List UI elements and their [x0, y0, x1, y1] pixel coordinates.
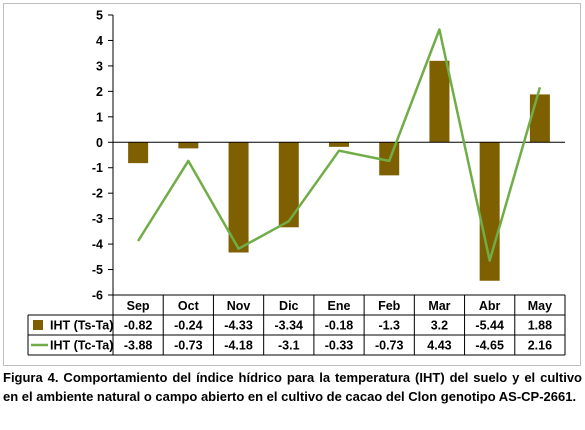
data-table-value: -1.3 [378, 319, 400, 333]
bar [429, 60, 450, 143]
data-table-value: 1.88 [528, 319, 552, 333]
y-tick-label: 4 [96, 34, 103, 48]
data-table-value: -4.18 [224, 339, 253, 353]
bar [529, 94, 550, 143]
y-tick-label: 5 [96, 9, 103, 23]
data-table-value: -5.44 [475, 319, 504, 333]
bar [178, 142, 199, 149]
data-table-value: -0.73 [174, 339, 203, 353]
figure-caption: Figura 4. Comportamiento del índice hídr… [3, 369, 582, 406]
data-table-value: 2.16 [528, 339, 552, 353]
x-category-label: Abr [479, 299, 501, 313]
y-tick-label: 1 [96, 110, 103, 124]
data-table-value: -3.1 [278, 339, 300, 353]
y-tick-label: 0 [96, 136, 103, 150]
data-table-value: -0.82 [124, 319, 153, 333]
data-table-value: -4.65 [475, 339, 504, 353]
x-category-label: Ene [328, 299, 351, 313]
bar [228, 142, 249, 253]
x-category-label: Mar [428, 299, 450, 313]
data-table-value: -0.73 [375, 339, 404, 353]
legend-series-name: IHT (Ts-Ta) [50, 319, 113, 333]
x-category-label: Feb [378, 299, 401, 313]
y-tick-label: 3 [96, 59, 103, 73]
legend-series-name: IHT (Tc-Ta) [50, 339, 113, 353]
y-tick-label: -6 [92, 289, 103, 303]
bar [128, 142, 149, 164]
data-table-value: -0.24 [174, 319, 203, 333]
y-tick-label: -1 [92, 161, 103, 175]
caption-lead: Figura 4. [3, 370, 59, 385]
caption-text: Comportamiento del índice hídrico para l… [3, 370, 582, 404]
data-table-value: 3.2 [431, 319, 448, 333]
y-tick-label: -5 [92, 263, 103, 277]
data-table-value: -0.33 [325, 339, 354, 353]
y-tick-label: 2 [96, 85, 103, 99]
data-table-value: -3.34 [275, 319, 304, 333]
y-tick-label: -3 [92, 212, 103, 226]
y-tick-label: -4 [92, 238, 103, 252]
x-category-label: Nov [227, 299, 251, 313]
data-table-value: -0.18 [325, 319, 354, 333]
x-category-label: Dic [279, 299, 299, 313]
bar [278, 142, 299, 228]
chart: 5 4 3 2 1 0 -1 -2 -3 -4 -5 -6 Sep Oct Nov Dic Ene Feb Mar A… [27, 9, 566, 356]
x-category-label: Sep [127, 299, 150, 313]
bar [329, 142, 349, 147]
x-category-label: Oct [178, 299, 200, 313]
data-table-value: -4.33 [224, 319, 253, 333]
x-category-label: May [528, 299, 552, 313]
data-table-value: 4.43 [427, 339, 451, 353]
y-tick-label: -2 [92, 187, 103, 201]
data-table-value: -3.88 [124, 339, 153, 353]
legend-key-bar [33, 320, 43, 330]
